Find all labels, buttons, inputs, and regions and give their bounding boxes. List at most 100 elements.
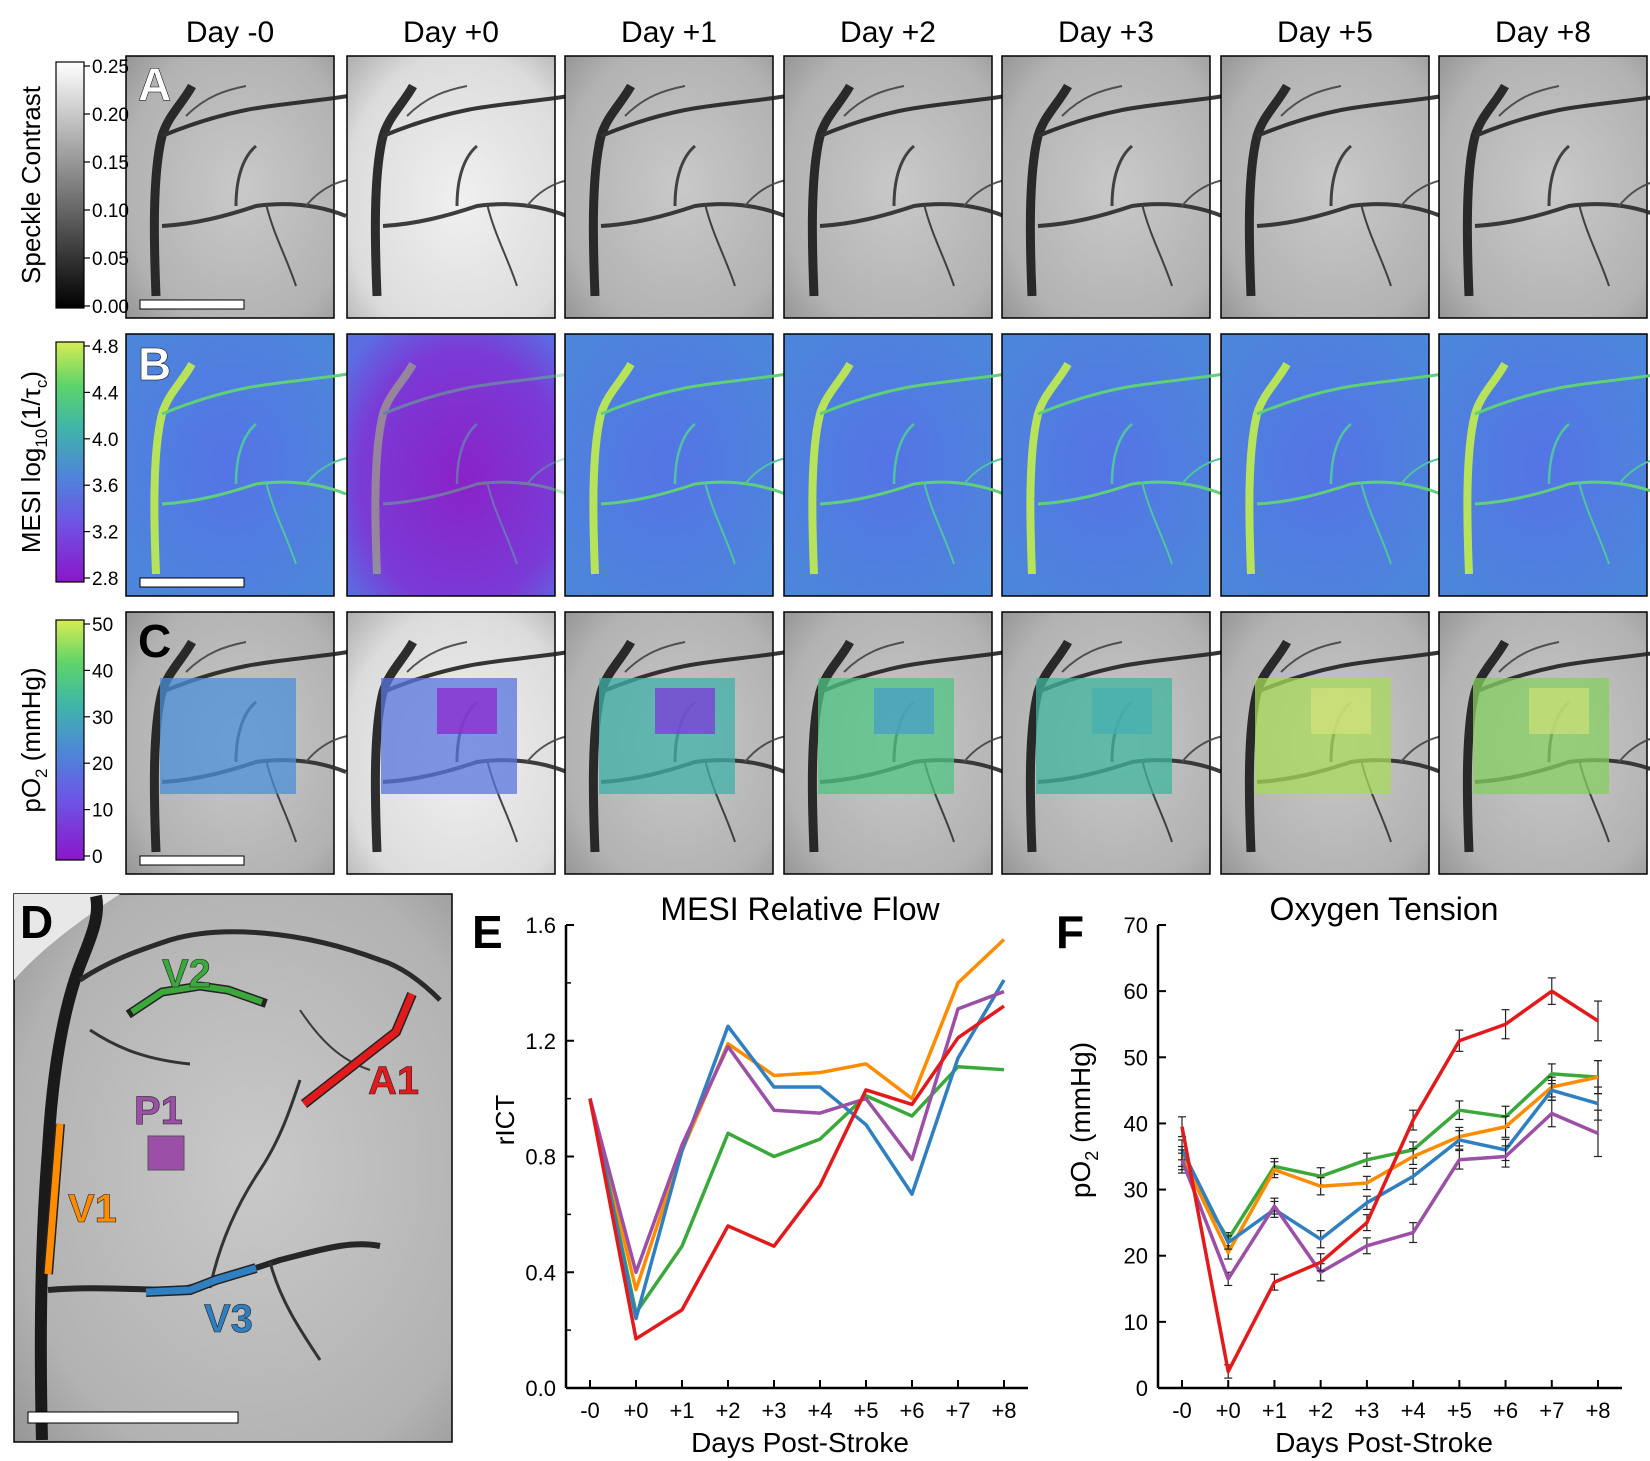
- roi-label-a1: A1: [368, 1059, 419, 1103]
- tile-b: [1001, 333, 1272, 597]
- y-tick-label: 0.8: [525, 1145, 556, 1170]
- roi-label-v3: V3: [204, 1297, 253, 1341]
- colorbar-tick-label: 40: [92, 661, 113, 682]
- colorbar-tick-label: 3.2: [92, 523, 118, 544]
- chart-e: E MESI Relative Flow Days Post-Stroke rI…: [472, 891, 1028, 1458]
- roi-map-image: [13, 893, 453, 1443]
- series-line: [1180, 1111, 1599, 1281]
- x-tick-label: +8: [1585, 1398, 1610, 1423]
- tile-a: [564, 55, 835, 319]
- x-tick-label: -0: [580, 1398, 600, 1423]
- series-line: [1180, 1072, 1599, 1241]
- chart-e-xlabel: Days Post-Stroke: [691, 1427, 909, 1458]
- x-tick-label: -0: [1172, 1398, 1192, 1423]
- day-header: Day +3: [1058, 16, 1154, 49]
- y-tick-label: 20: [1124, 1244, 1148, 1269]
- day-header: Day +5: [1277, 16, 1373, 49]
- day-headers: Day -0 Day +0 Day +1 Day +2 Day +3 Day +5 Day …: [186, 16, 1591, 49]
- scale-bar: [139, 855, 245, 866]
- x-tick-label: +6: [899, 1398, 924, 1423]
- y-tick-label: 70: [1124, 913, 1148, 938]
- tile-b: [783, 333, 1054, 597]
- colorbar-tick-label: 4.0: [92, 430, 118, 451]
- colorbar-b-label: MESI log10(1/τc): [16, 371, 51, 553]
- tile-c: [564, 611, 835, 875]
- x-tick-label: +4: [807, 1398, 832, 1423]
- tile-b: [125, 333, 396, 597]
- tile-c: [346, 611, 617, 875]
- colorbar-tick-label: 2.8: [92, 569, 118, 590]
- tile-a: [1220, 55, 1491, 319]
- chart-f: F Oxygen Tension Days Post-Stroke pO2 (m…: [1056, 891, 1622, 1458]
- panel-letter-f: F: [1056, 906, 1084, 958]
- panel-letter-a: A: [138, 58, 171, 110]
- x-tick-label: +0: [1216, 1398, 1241, 1423]
- colorbar-a-ticks: 0.25 0.20 0.15 0.10 0.05 0.00: [84, 57, 129, 318]
- tile-a: [1438, 55, 1650, 319]
- series-line: [588, 979, 1006, 1321]
- series-line: [588, 989, 1005, 1274]
- image-grid: [125, 55, 1650, 875]
- colorbar-tick-label: 0.25: [92, 57, 129, 78]
- tile-a: [1001, 55, 1272, 319]
- panel-d-roi-map: V2 A1 P1 V1 V3 D: [13, 893, 453, 1443]
- x-tick-label: +1: [1262, 1398, 1287, 1423]
- roi-v2-line: [130, 982, 263, 1015]
- tile-b: [564, 333, 835, 597]
- colorbar-tick-label: 20: [92, 754, 113, 775]
- scale-bar: [139, 299, 245, 310]
- roi-map-scale-bar: [27, 1411, 239, 1424]
- po2-overlay-hotspot: [655, 688, 715, 734]
- colorbar-tick-label: 50: [92, 615, 113, 636]
- panel-letter-b: B: [138, 338, 171, 390]
- po2-overlay-hotspot: [1529, 688, 1589, 734]
- colorbar-a: 0.25 0.20 0.15 0.10 0.05 0.00 Speckle Contras…: [16, 57, 129, 318]
- po2-overlay-hotspot: [874, 688, 934, 734]
- x-tick-label: +7: [945, 1398, 970, 1423]
- x-tick-label: +5: [853, 1398, 878, 1423]
- colorbar-tick-label: 0: [92, 847, 103, 868]
- roi-a1-line: [301, 992, 416, 1107]
- colorbar-b: 4.8 4.4 4.0 3.6 3.2 2.8 MESI log10(1/τc): [16, 337, 119, 590]
- tile-a: [783, 55, 1054, 319]
- chart-f-title: Oxygen Tension: [1270, 891, 1499, 927]
- y-tick-label: 1.6: [525, 913, 556, 938]
- scale-bar: [139, 577, 245, 588]
- series-line: [588, 1065, 1005, 1315]
- y-tick-label: 10: [1124, 1310, 1148, 1335]
- x-tick-label: +8: [991, 1398, 1016, 1423]
- colorbar-tick-label: 0.05: [92, 249, 129, 270]
- roi-label-p1: P1: [134, 1089, 183, 1133]
- roi-map-bright-corner: [14, 894, 120, 980]
- po2-overlay: [160, 678, 296, 794]
- po2-overlay-hotspot: [1092, 688, 1152, 734]
- tile-c: [783, 611, 1054, 875]
- tile-b: [346, 333, 617, 597]
- x-tick-label: +6: [1493, 1398, 1518, 1423]
- x-tick-label: +3: [1354, 1398, 1379, 1423]
- y-tick-label: 30: [1124, 1178, 1148, 1203]
- colorbar-tick-label: 4.8: [92, 337, 118, 358]
- po2-overlay-hotspot: [437, 688, 497, 734]
- x-tick-label: +5: [1447, 1398, 1472, 1423]
- roi-p1-square: [147, 1135, 185, 1171]
- series-line: [1180, 1088, 1599, 1245]
- y-tick-label: 0.0: [525, 1376, 556, 1401]
- colorbar-c-gradient: [55, 619, 85, 861]
- x-tick-label: +1: [669, 1398, 694, 1423]
- tile-b: [1438, 333, 1650, 597]
- chart-f-xlabel: Days Post-Stroke: [1275, 1427, 1493, 1458]
- y-tick-label: 40: [1124, 1111, 1148, 1136]
- y-tick-label: 50: [1124, 1045, 1148, 1070]
- colorbar-a-gradient: [55, 61, 85, 309]
- colorbar-tick-label: 4.4: [92, 383, 119, 404]
- tile-b: [1220, 333, 1491, 597]
- series-line: [1180, 989, 1599, 1374]
- colorbar-c-ticks: 50 40 30 20 10 0: [84, 615, 113, 868]
- tile-c: [125, 611, 396, 875]
- panel-letter-e: E: [472, 906, 503, 958]
- x-tick-label: +0: [623, 1398, 648, 1423]
- colorbar-tick-label: 0.10: [92, 201, 129, 222]
- chart-e-title: MESI Relative Flow: [660, 891, 940, 927]
